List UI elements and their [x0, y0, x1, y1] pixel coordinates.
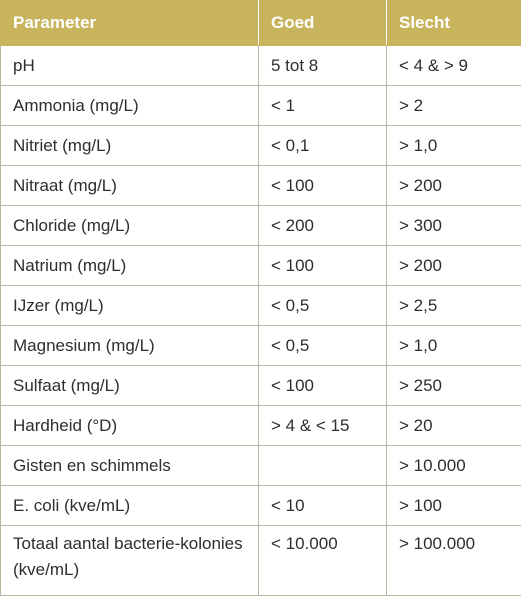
header-cell: Slecht [387, 1, 521, 46]
header-cell: Goed [259, 1, 387, 46]
table-cell: Chloride (mg/L) [1, 206, 259, 246]
table-cell: Natrium (mg/L) [1, 246, 259, 286]
table-cell: > 300 [387, 206, 521, 246]
table-cell: > 2 [387, 86, 521, 126]
table-cell: 5 tot 8 [259, 46, 387, 86]
table-row: Sulfaat (mg/L)< 100> 250 [1, 366, 521, 406]
header-cell: Parameter [1, 1, 259, 46]
table-cell: > 20 [387, 406, 521, 446]
table-cell: > 1,0 [387, 326, 521, 366]
table-cell: > 200 [387, 166, 521, 206]
table-cell: < 4 & > 9 [387, 46, 521, 86]
table-cell: < 0,5 [259, 286, 387, 326]
table-cell: > 10.000 [387, 446, 521, 486]
table-cell: < 100 [259, 166, 387, 206]
table-cell: < 10 [259, 486, 387, 526]
table-row: Gisten en schimmels > 10.000 [1, 446, 521, 486]
table-row: E. coli (kve/mL)< 10> 100 [1, 486, 521, 526]
table-cell: Gisten en schimmels [1, 446, 259, 486]
table-row: Totaal aantal bacterie-kolonies (kve/mL)… [1, 526, 521, 596]
table-row: Nitraat (mg/L)< 100> 200 [1, 166, 521, 206]
table-row: Chloride (mg/L)< 200> 300 [1, 206, 521, 246]
empty-cell [259, 446, 387, 486]
table-cell: > 200 [387, 246, 521, 286]
table-cell: > 2,5 [387, 286, 521, 326]
table-cell: > 250 [387, 366, 521, 406]
table-cell: < 10.000 [259, 526, 387, 596]
table-row: Hardheid (°D)> 4 & < 15> 20 [1, 406, 521, 446]
table-cell: < 100 [259, 246, 387, 286]
table-cell: Totaal aantal bacterie-kolonies (kve/mL) [1, 526, 259, 596]
table-cell: Sulfaat (mg/L) [1, 366, 259, 406]
table-row: Ammonia (mg/L)< 1> 2 [1, 86, 521, 126]
table-cell: < 200 [259, 206, 387, 246]
table-row: Magnesium (mg/L)< 0,5> 1,0 [1, 326, 521, 366]
table-cell: < 0,1 [259, 126, 387, 166]
table-cell: Magnesium (mg/L) [1, 326, 259, 366]
table-row: IJzer (mg/L)< 0,5> 2,5 [1, 286, 521, 326]
table-cell: > 100 [387, 486, 521, 526]
table-cell: > 100.000 [387, 526, 521, 596]
table-cell: < 100 [259, 366, 387, 406]
table-cell: Nitriet (mg/L) [1, 126, 259, 166]
table-cell: Nitraat (mg/L) [1, 166, 259, 206]
table-cell: Ammonia (mg/L) [1, 86, 259, 126]
table-cell: < 1 [259, 86, 387, 126]
table-cell: > 1,0 [387, 126, 521, 166]
table-cell: IJzer (mg/L) [1, 286, 259, 326]
table-row: Natrium (mg/L)< 100> 200 [1, 246, 521, 286]
table-cell: > 4 & < 15 [259, 406, 387, 446]
table-row: Nitriet (mg/L)< 0,1> 1,0 [1, 126, 521, 166]
table-cell: pH [1, 46, 259, 86]
table-cell: Hardheid (°D) [1, 406, 259, 446]
table-cell: E. coli (kve/mL) [1, 486, 259, 526]
table-cell: < 0,5 [259, 326, 387, 366]
